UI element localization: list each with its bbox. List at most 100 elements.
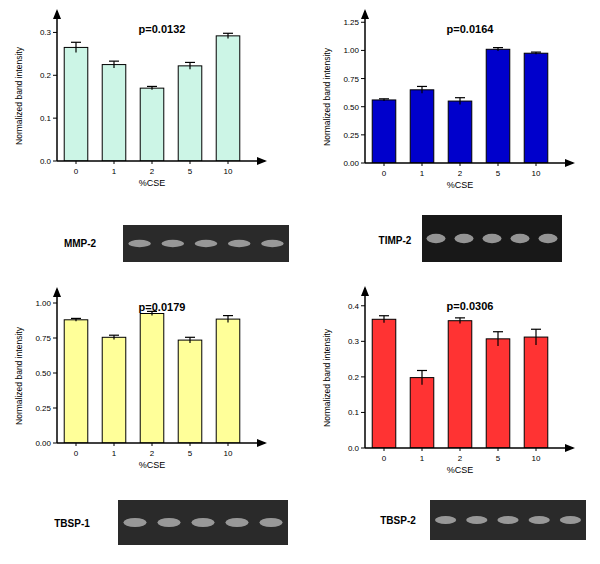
y-tick-label: 1.00 [35,299,51,308]
y-tick [53,32,57,33]
error-cap [417,370,427,371]
error-cap [417,86,427,87]
error-line [113,335,114,339]
gel-background [123,225,289,262]
error-cap [185,62,195,63]
y-tick [361,50,365,51]
y-tick [361,341,365,342]
x-arrow [565,159,575,167]
error-cap [493,331,503,332]
y-axis [364,11,366,163]
error-cap [379,98,389,99]
x-axis-label: %CSE [139,460,166,470]
bar [64,320,88,443]
error-bar [223,33,233,38]
bar [524,53,548,163]
y-tick [361,134,365,135]
x-tick-label: 10 [532,169,541,178]
y-tick [361,305,365,306]
error-cap [531,329,541,330]
x-tick-label: 10 [224,167,233,176]
bar [448,321,472,448]
gel-band [482,234,501,243]
x-tick-label: 1 [112,167,117,176]
error-cap [379,315,389,316]
error-line [151,311,152,315]
error-cap [531,51,541,52]
y-tick-label: 0.50 [343,103,359,112]
y-axis-label: Normalized band intensity [14,46,24,145]
title: p=0.0132 [139,23,186,35]
y-axis-label: Normalized band intensity [14,326,24,425]
error-bar [417,370,427,384]
gel-image [430,500,586,540]
y-axis-label: Normalized band intensity [322,47,332,146]
bars [372,48,548,163]
y-tick [361,448,365,449]
y-axis [56,289,58,443]
gel-band [466,516,487,524]
bar [410,90,434,163]
error-line [421,86,422,93]
error-cap [185,337,195,338]
panel: p=0.01320.00.10.20.3012510%CSENormalized… [14,9,289,262]
x-tick [152,443,153,446]
x-tick [384,163,385,166]
x-tick-label: 0 [382,169,387,178]
bar [486,339,510,448]
panel: p=0.03060.00.10.20.30.4012510%CSENormali… [322,286,586,540]
x-arrow [565,444,575,452]
error-bar [493,332,503,346]
gel-band [259,518,282,527]
y-tick-label: 0.00 [35,439,51,448]
y-tick-label: 0.75 [343,75,359,84]
gel-image [422,215,562,262]
gel-background [422,215,562,262]
y-tick [361,78,365,79]
gel-band [454,234,473,243]
y-tick [361,376,365,377]
x-tick [190,161,191,164]
gel-band [435,516,456,524]
error-bar [417,86,427,93]
y-arrow [361,9,369,19]
gel-band [497,516,518,524]
error-line [189,337,190,343]
error-bar [223,316,233,323]
gel-band [529,516,550,524]
y-tick-label: 0.0 [348,444,360,453]
gel-band [225,518,248,527]
x-tick-label: 10 [532,454,541,463]
error-bar [455,98,465,105]
gel-label: TBSP-1 [54,518,90,529]
bar [524,337,548,448]
panel: p=0.01790.000.250.500.751.00012510%CSENo… [14,287,288,545]
x-tick-label: 5 [496,169,501,178]
error-cap [223,315,233,316]
bar [410,378,434,448]
x-axis-label: %CSE [447,180,474,190]
y-tick [361,106,365,107]
x-tick-label: 1 [420,454,425,463]
error-line [227,316,228,323]
x-tick-label: 0 [74,449,79,458]
error-line [383,316,384,323]
x-tick-label: 1 [420,169,425,178]
y-tick-label: 0.75 [35,334,51,343]
y-tick-label: 0.1 [348,408,360,417]
x-tick-label: 2 [458,169,463,178]
x-tick-label: 2 [150,167,155,176]
x-tick-label: 2 [458,454,463,463]
x-tick [536,163,537,166]
x-axis [365,162,573,164]
gel-band [195,240,218,247]
title: p=0.0164 [447,23,495,35]
y-tick-label: 1.25 [343,18,359,27]
bars [372,316,548,448]
x-tick-label: 0 [74,167,79,176]
y-axis [56,11,58,161]
error-cap [71,318,81,319]
y-axis-label: Normalized band intensity [322,328,332,427]
figure: p=0.01320.00.10.20.3012510%CSENormalized… [0,0,600,564]
error-cap [493,47,503,48]
